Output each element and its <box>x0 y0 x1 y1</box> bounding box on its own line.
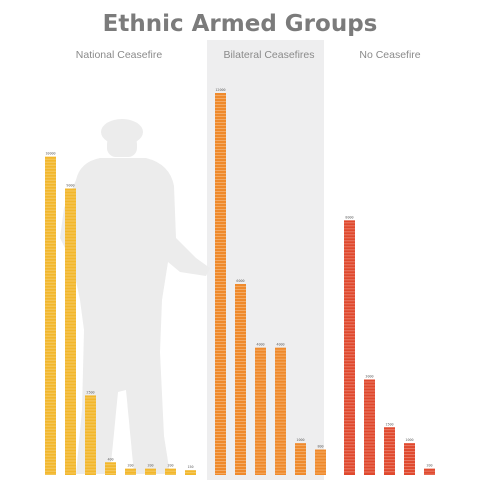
bar-national-ceasefire-2 <box>65 188 76 475</box>
bar-no-ceasefire-2 <box>364 379 375 475</box>
bar-bilateral-ceasefires-3 <box>255 347 266 475</box>
value-label-national-ceasefire-5: 200 <box>127 464 133 468</box>
value-label-no-ceasefire-5: 200 <box>426 464 432 468</box>
bar-no-ceasefire-4 <box>404 443 415 475</box>
bar-no-ceasefire-5 <box>424 468 435 475</box>
value-label-national-ceasefire-1: 10000 <box>45 152 55 156</box>
bar-bilateral-ceasefires-1 <box>215 93 226 475</box>
value-label-national-ceasefire-4: 400 <box>107 457 113 461</box>
bar-no-ceasefire-3 <box>384 427 395 475</box>
value-label-no-ceasefire-2: 3000 <box>365 375 373 379</box>
value-label-no-ceasefire-1: 8000 <box>345 215 353 219</box>
bar-national-ceasefire-8 <box>185 470 196 475</box>
bar-bilateral-ceasefires-5 <box>295 443 306 475</box>
value-label-no-ceasefire-3: 1500 <box>385 422 393 426</box>
bar-national-ceasefire-3 <box>85 395 96 475</box>
bar-bilateral-ceasefires-4 <box>275 347 286 475</box>
group-labels: National Ceasefire Bilateral Ceasefires No… <box>76 49 421 61</box>
soldier-silhouette <box>60 119 210 474</box>
value-label-national-ceasefire-3: 2500 <box>86 390 94 394</box>
bar-national-ceasefire-1 <box>45 156 56 475</box>
bar-bilateral-ceasefires-6 <box>315 449 326 475</box>
value-label-national-ceasefire-8: 150 <box>187 465 193 469</box>
value-label-bilateral-ceasefires-5: 1000 <box>296 438 304 442</box>
bar-national-ceasefire-6 <box>145 468 156 475</box>
value-label-bilateral-ceasefires-3: 4000 <box>256 343 264 347</box>
bar-national-ceasefire-5 <box>125 468 136 475</box>
bars <box>45 93 435 475</box>
value-label-bilateral-ceasefires-4: 4000 <box>276 343 284 347</box>
value-label-national-ceasefire-2: 9000 <box>66 184 74 188</box>
value-label-bilateral-ceasefires-6: 800 <box>317 445 323 449</box>
value-label-bilateral-ceasefires-2: 6000 <box>236 279 244 283</box>
group-label-national-ceasefire: National Ceasefire <box>76 49 163 61</box>
bar-national-ceasefire-7 <box>165 468 176 475</box>
group-label-bilateral-ceasefires: Bilateral Ceasefires <box>223 49 314 61</box>
chart-title: Ethnic Armed Groups <box>103 11 378 37</box>
value-label-national-ceasefire-7: 200 <box>167 464 173 468</box>
value-label-bilateral-ceasefires-1: 12000 <box>215 88 225 92</box>
bar-no-ceasefire-1 <box>344 220 355 475</box>
group-label-no-ceasefire: No Ceasefire <box>359 49 420 61</box>
bar-bilateral-ceasefires-2 <box>235 284 246 475</box>
value-labels: 10000 9000 2500 400 200 200 200 150 12000 6000 400… <box>45 88 432 469</box>
bar-national-ceasefire-4 <box>105 462 116 475</box>
value-label-no-ceasefire-4: 1000 <box>405 438 413 442</box>
value-label-national-ceasefire-6: 200 <box>147 464 153 468</box>
